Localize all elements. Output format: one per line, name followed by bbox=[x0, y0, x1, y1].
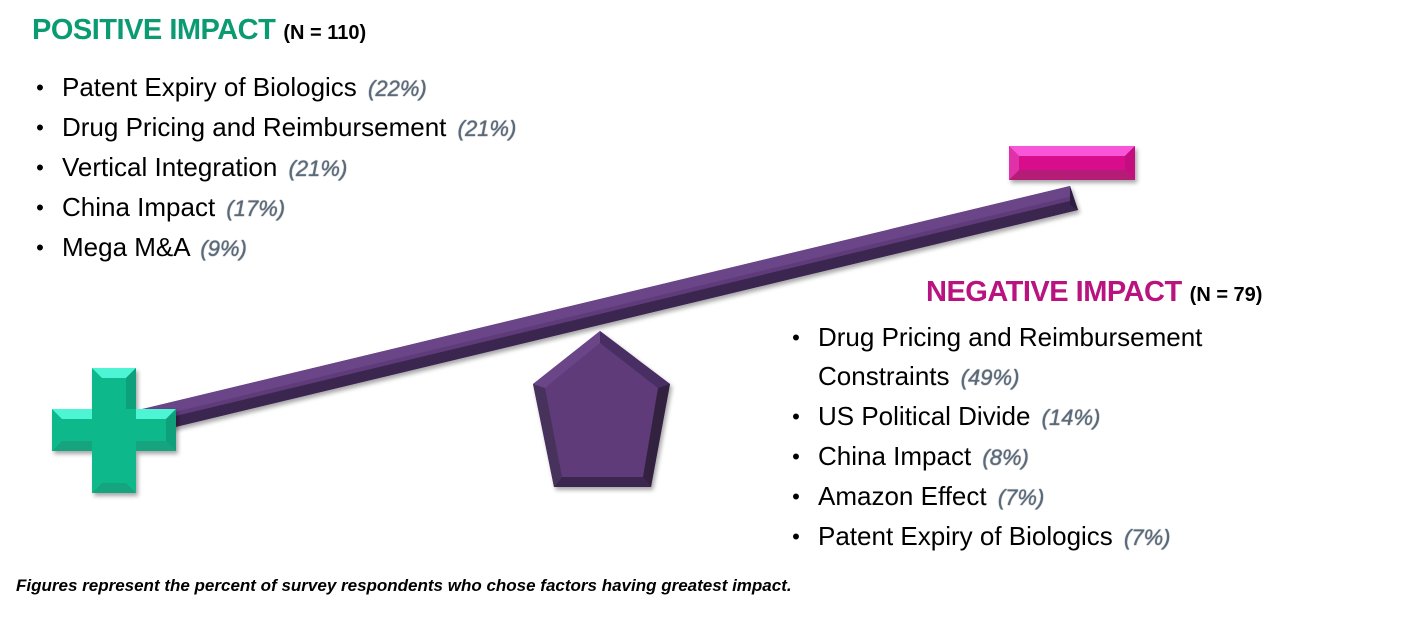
positive-factor-item: • Patent Expiry of Biologics (22%) bbox=[30, 68, 516, 108]
positive-factor-item: • Mega M&A (9%) bbox=[30, 228, 516, 268]
factor-label: Amazon Effect bbox=[818, 481, 987, 511]
bullet-icon: • bbox=[36, 75, 44, 100]
factor-percent: (22%) bbox=[368, 76, 427, 101]
factor-label: Drug Pricing and Reimbursement bbox=[62, 112, 447, 142]
positive-impact-heading: POSITIVE IMPACT (N = 110) bbox=[32, 14, 366, 47]
negative-factors-list: • Drug Pricing and Reimbursement Constrai… bbox=[786, 318, 1298, 557]
factor-label: Patent Expiry of Biologics bbox=[62, 72, 357, 102]
bullet-icon: • bbox=[36, 115, 44, 140]
factor-label: Drug Pricing and Reimbursement Constrain… bbox=[818, 322, 1203, 391]
factor-percent: (17%) bbox=[226, 196, 286, 221]
factor-label: US Political Divide bbox=[818, 401, 1031, 431]
negative-impact-count: (N = 79) bbox=[1189, 284, 1263, 306]
positive-factor-item: • Vertical Integration (21%) bbox=[30, 148, 516, 188]
positive-impact-title: POSITIVE IMPACT bbox=[32, 14, 276, 46]
factor-label: China Impact bbox=[818, 441, 972, 471]
negative-factor-item: • US Political Divide (14%) bbox=[786, 397, 1298, 437]
negative-factor-item: • Patent Expiry of Biologics (7%) bbox=[786, 517, 1298, 557]
bullet-icon: • bbox=[36, 195, 44, 220]
factor-label: Vertical Integration bbox=[62, 152, 278, 182]
bullet-icon: • bbox=[36, 235, 44, 260]
factor-percent: (14%) bbox=[1041, 405, 1101, 430]
negative-impact-title: NEGATIVE IMPACT bbox=[926, 276, 1182, 308]
seesaw-beam bbox=[130, 186, 1078, 436]
plus-icon bbox=[52, 368, 176, 493]
bullet-icon: • bbox=[792, 484, 800, 509]
footnote: Figures represent the percent of survey … bbox=[16, 576, 792, 595]
factor-label: China Impact bbox=[62, 192, 216, 222]
factor-percent: (21%) bbox=[457, 116, 517, 141]
factor-percent: (7%) bbox=[997, 485, 1045, 510]
factor-label: Mega M&A bbox=[62, 232, 190, 262]
minus-icon bbox=[1009, 146, 1135, 180]
factor-percent: (49%) bbox=[960, 365, 1020, 390]
positive-factor-item: • China Impact (17%) bbox=[30, 188, 516, 228]
pentagon-fulcrum bbox=[533, 331, 670, 487]
bullet-icon: • bbox=[792, 444, 800, 469]
negative-factor-item: • Drug Pricing and Reimbursement Constrai… bbox=[786, 318, 1298, 397]
factor-percent: (9%) bbox=[200, 236, 247, 261]
bullet-icon: • bbox=[792, 325, 800, 350]
negative-factor-item: • China Impact (8%) bbox=[786, 437, 1298, 477]
factor-percent: (21%) bbox=[288, 156, 348, 181]
factor-percent: (8%) bbox=[982, 445, 1029, 470]
bullet-icon: • bbox=[792, 524, 800, 549]
factor-percent: (7%) bbox=[1124, 525, 1171, 550]
bullet-icon: • bbox=[792, 404, 800, 429]
positive-factor-item: • Drug Pricing and Reimbursement (21%) bbox=[30, 108, 516, 148]
positive-impact-count: (N = 110) bbox=[283, 22, 367, 44]
negative-factor-item: • Amazon Effect (7%) bbox=[786, 477, 1298, 517]
factor-label: Patent Expiry of Biologics bbox=[818, 521, 1113, 551]
negative-impact-heading: NEGATIVE IMPACT (N = 79) bbox=[926, 276, 1262, 309]
bullet-icon: • bbox=[36, 155, 44, 180]
positive-factors-list: • Patent Expiry of Biologics (22%) • Drug P… bbox=[30, 68, 516, 268]
